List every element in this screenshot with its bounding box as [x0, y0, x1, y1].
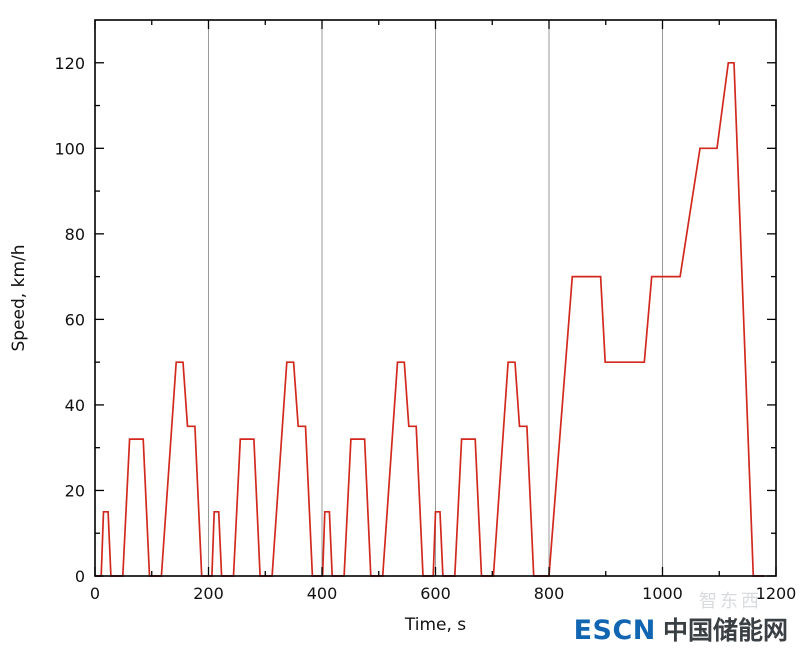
- y-tick-label: 120: [54, 54, 85, 73]
- x-tick-label: 600: [420, 584, 451, 603]
- x-tick-label: 1200: [756, 584, 797, 603]
- y-tick-label: 20: [65, 481, 85, 500]
- x-tick-label: 400: [307, 584, 338, 603]
- y-tick-label: 60: [65, 310, 85, 329]
- y-tick-label: 100: [54, 139, 85, 158]
- y-tick-label: 40: [65, 396, 85, 415]
- x-tick-label: 800: [534, 584, 565, 603]
- y-tick-label: 80: [65, 225, 85, 244]
- x-axis-label: Time, s: [404, 615, 466, 635]
- watermark-site-name: 中国储能网: [662, 616, 788, 645]
- x-tick-label: 1000: [642, 584, 683, 603]
- y-axis-label: Speed, km/h: [9, 244, 29, 351]
- speed-trace: [95, 61, 765, 577]
- x-tick-label: 200: [193, 584, 224, 603]
- faint-watermark-text: 智东西: [699, 591, 762, 612]
- y-tick-label: 0: [75, 567, 85, 586]
- x-tick-label: 0: [90, 584, 100, 603]
- escn-logo-text: ESCN: [573, 615, 656, 646]
- watermark: 智东西 ESCN 中国储能网: [573, 593, 788, 646]
